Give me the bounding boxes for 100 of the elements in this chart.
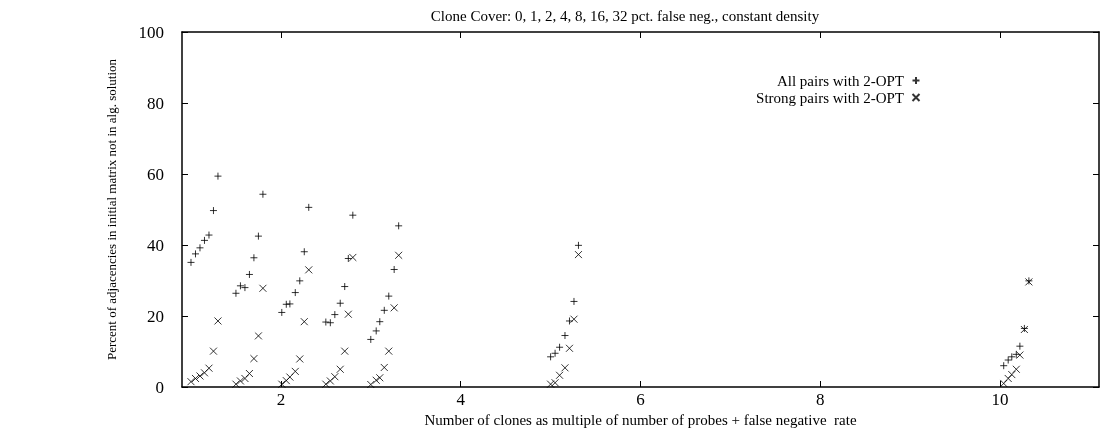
point [380,363,389,372]
point [213,172,222,181]
point [330,310,339,319]
point [999,361,1008,370]
point [565,316,574,325]
point [394,221,403,230]
x-axis-title: Number of clones as multiple of number of probes + false negative rate [424,412,857,429]
point [999,379,1008,388]
point [340,282,349,291]
point [236,376,245,385]
point [245,270,254,279]
x-tick-label: 10 [991,390,1009,409]
point [277,308,286,317]
y-tick-label: 100 [138,22,164,42]
point [565,344,574,353]
point [348,211,357,220]
point [304,265,313,274]
point [240,374,249,383]
y-tick-label: 0 [155,377,164,397]
point [546,352,555,361]
point [380,306,389,315]
point [291,367,300,376]
point [330,372,339,381]
point [375,373,384,382]
point [1004,356,1013,365]
point [209,347,218,356]
point [249,253,258,262]
point [285,373,294,382]
point [366,380,375,389]
point [372,376,381,385]
point [236,281,245,290]
point [195,371,204,380]
point [300,317,309,326]
point [191,374,200,383]
point [321,380,330,389]
point [204,364,213,373]
point [1012,365,1021,374]
point [560,331,569,340]
point [254,331,263,340]
point [1004,374,1013,383]
point [574,241,583,250]
point [200,368,209,377]
x-tick-label: 6 [636,390,645,409]
point [295,354,304,363]
point [186,258,195,267]
point [295,276,304,285]
point [204,231,213,240]
point [249,354,258,363]
point [375,317,384,326]
point [326,376,335,385]
point [300,247,309,256]
legend-label: All pairs with 2-OPT [776,72,904,89]
y-axis-title: Percent of adjacencies in initial matrix not in alg. solution [104,58,119,361]
point [304,203,313,212]
y-tick-label: 60 [147,164,164,184]
y-tick-label: 40 [147,235,164,255]
point [258,190,267,199]
point [240,283,249,292]
point [546,380,555,389]
point [191,249,200,258]
point [209,206,218,215]
x-tick-label: 8 [816,390,825,409]
point [1015,342,1024,351]
y-tick-label: 20 [147,306,164,326]
point [282,376,291,385]
point [213,316,222,325]
point [384,347,393,356]
point [394,251,403,260]
point [551,378,560,387]
point [390,303,399,312]
point [336,365,345,374]
point [390,265,399,274]
point [555,343,564,352]
point [231,380,240,389]
point [1007,352,1016,361]
point [551,349,560,358]
point [384,292,393,301]
point [569,297,578,306]
point [1007,370,1016,379]
x-tick-label: 2 [276,390,286,409]
point [277,380,286,389]
point [231,289,240,298]
point [336,299,345,308]
point [258,284,267,293]
point [200,236,209,245]
point [574,250,583,259]
point [348,253,357,262]
point [569,315,578,324]
point [340,347,349,356]
point [560,363,569,372]
point [254,232,263,241]
point [555,371,564,380]
point [195,243,204,252]
point [245,369,254,378]
point [366,335,375,344]
point [291,288,300,297]
point [372,326,381,335]
y-tick-label: 80 [147,93,164,113]
x-tick-label: 4 [456,390,466,409]
legend-label: Strong pairs with 2-OPT [756,89,904,106]
